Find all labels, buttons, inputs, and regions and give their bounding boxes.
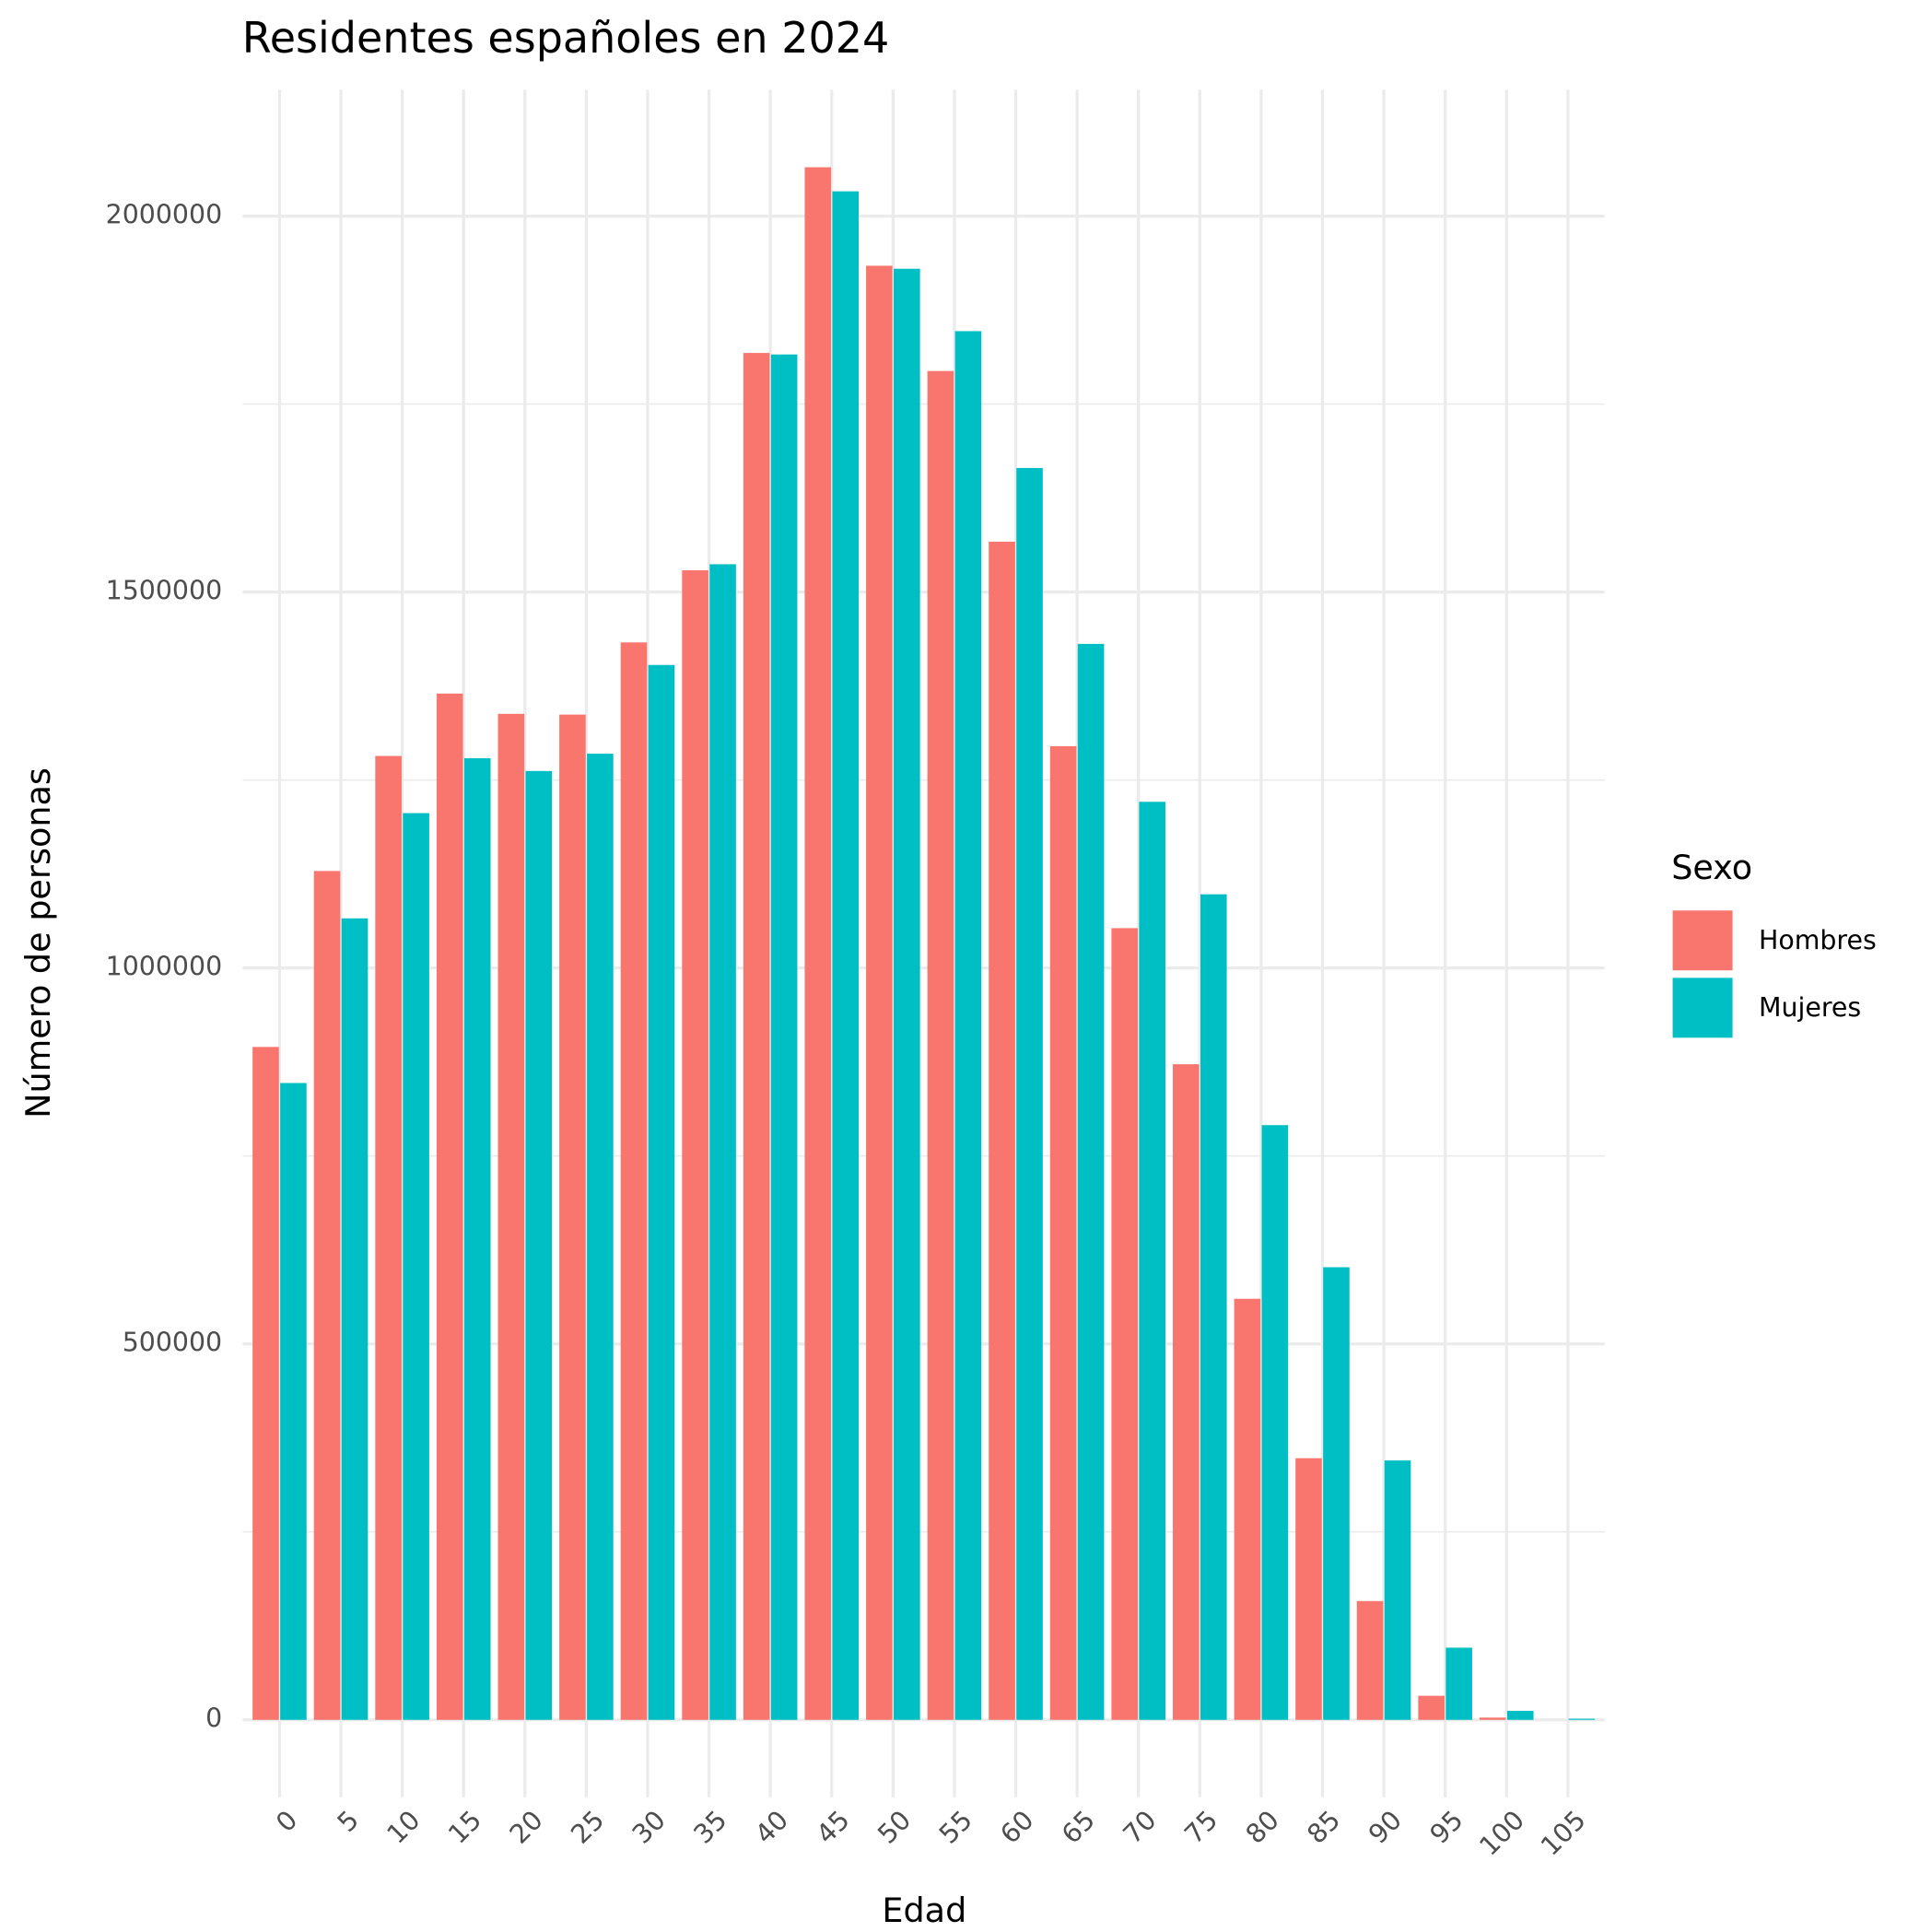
y-tick-label: 500000 — [123, 1328, 222, 1358]
legend-key — [1672, 910, 1733, 971]
y-tick-label: 1500000 — [106, 576, 223, 606]
bar — [743, 353, 770, 1720]
bar — [252, 1047, 279, 1720]
bar — [1016, 467, 1043, 1720]
x-axis-title: Edad — [882, 1891, 966, 1930]
bar — [1173, 1064, 1200, 1720]
bar — [866, 265, 893, 1720]
bar — [1049, 745, 1077, 1720]
legend-key — [1672, 978, 1733, 1038]
x-tick-label: 20 — [504, 1805, 549, 1850]
bar — [1418, 1695, 1445, 1720]
x-tick-label: 85 — [1302, 1805, 1347, 1850]
bar — [1384, 1460, 1411, 1720]
x-tick-label: 55 — [933, 1805, 978, 1850]
bar — [648, 664, 675, 1720]
bar — [525, 770, 553, 1720]
bar — [280, 1083, 307, 1720]
bar — [1261, 1125, 1289, 1720]
bar — [894, 268, 920, 1720]
bar — [1356, 1600, 1384, 1720]
bar — [832, 191, 860, 1720]
x-tick-label: 40 — [749, 1805, 794, 1850]
bar — [463, 757, 491, 1720]
bar — [1077, 643, 1105, 1720]
x-tick-label: 75 — [1178, 1805, 1223, 1850]
y-tick-label: 2000000 — [106, 200, 223, 230]
bar — [436, 693, 463, 1720]
x-tick-label: 80 — [1240, 1805, 1285, 1850]
legend-title: Sexo — [1671, 848, 1752, 887]
x-tick-label: 95 — [1424, 1805, 1469, 1850]
bar — [403, 813, 429, 1720]
bar — [954, 331, 982, 1720]
bar — [341, 918, 369, 1720]
x-tick-label: 10 — [381, 1805, 427, 1850]
bar — [1568, 1718, 1596, 1720]
bar — [1479, 1717, 1506, 1720]
x-tick-label: 35 — [688, 1805, 733, 1850]
bar — [1445, 1647, 1472, 1720]
legend-label: Hombres — [1759, 925, 1877, 955]
bar — [682, 569, 708, 1720]
bar — [1139, 802, 1166, 1720]
bar — [620, 642, 648, 1720]
x-tick-label: 65 — [1056, 1805, 1101, 1850]
y-tick-label: 1000000 — [106, 952, 223, 982]
x-tick-label: 90 — [1363, 1805, 1408, 1850]
bar — [1323, 1267, 1350, 1720]
x-tick-label: 60 — [995, 1805, 1040, 1850]
bar — [1200, 894, 1227, 1720]
bar — [559, 714, 586, 1720]
x-tick-label: 25 — [565, 1805, 610, 1850]
x-tick-label: 15 — [442, 1805, 487, 1850]
x-tick-label: 0 — [270, 1805, 303, 1838]
bar — [1506, 1710, 1534, 1720]
bar — [709, 564, 736, 1720]
bar — [1234, 1298, 1261, 1720]
bar — [313, 871, 341, 1720]
bar — [375, 755, 402, 1720]
bar — [497, 713, 525, 1720]
y-tick-label: 0 — [205, 1704, 222, 1734]
bar — [1111, 928, 1139, 1720]
bar — [989, 541, 1015, 1720]
y-axis-title: Número de personas — [18, 767, 58, 1118]
x-tick-label: 100 — [1474, 1805, 1531, 1862]
x-tick-label: 105 — [1535, 1805, 1592, 1862]
legend-label: Mujeres — [1759, 992, 1861, 1023]
chart-title: Residentes españoles en 2024 — [242, 13, 890, 63]
x-tick-label: 70 — [1118, 1805, 1163, 1850]
bar — [927, 370, 954, 1720]
x-tick-label: 30 — [626, 1805, 672, 1850]
x-tick-label: 5 — [332, 1805, 365, 1838]
x-tick-label: 45 — [811, 1805, 856, 1850]
bar — [1295, 1458, 1322, 1720]
bar — [804, 167, 832, 1720]
x-tick-label: 50 — [872, 1805, 917, 1850]
bar — [587, 754, 614, 1720]
bar — [770, 354, 798, 1720]
